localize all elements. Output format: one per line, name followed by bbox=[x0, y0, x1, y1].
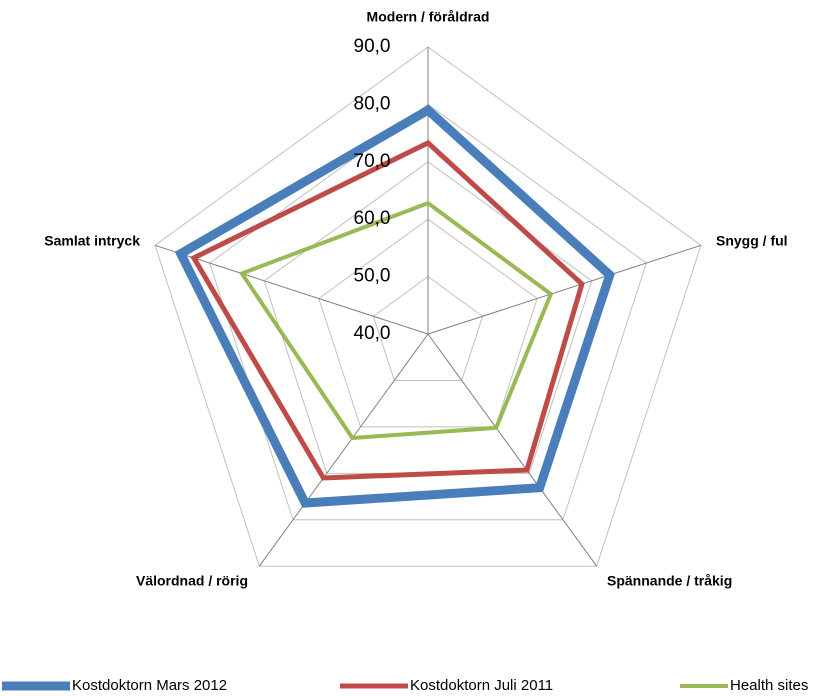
grid-ring bbox=[372, 275, 484, 381]
series-line bbox=[238, 200, 554, 441]
spoke bbox=[427, 333, 598, 567]
tick-label: 80,0 bbox=[354, 93, 391, 114]
legend-label: Health sites bbox=[730, 677, 808, 694]
tick-label: 70,0 bbox=[354, 151, 391, 172]
axis-label: Spännande / tråkig bbox=[607, 573, 732, 589]
spoke bbox=[427, 244, 702, 335]
tick-label: 50,0 bbox=[354, 266, 391, 287]
grid-ring bbox=[209, 103, 647, 521]
axis-label: Modern / föråldrad bbox=[367, 9, 490, 25]
grid-ring bbox=[318, 218, 538, 428]
axis-label: Samlat intryck bbox=[44, 233, 140, 249]
legend-label: Kostdoktorn Mars 2012 bbox=[72, 677, 227, 694]
grid-ring bbox=[154, 46, 702, 567]
tick-label: 60,0 bbox=[354, 208, 391, 229]
series-line bbox=[174, 104, 615, 508]
tick-label: 90,0 bbox=[354, 36, 391, 57]
axis-label: Snygg / ful bbox=[716, 233, 788, 249]
legend-label: Kostdoktorn Juli 2011 bbox=[410, 677, 553, 694]
series-line bbox=[190, 139, 585, 481]
spoke bbox=[258, 333, 429, 567]
axis-label: Välordnad / rörig bbox=[136, 573, 248, 589]
spoke bbox=[154, 244, 429, 335]
tick-label: 40,0 bbox=[354, 323, 391, 344]
